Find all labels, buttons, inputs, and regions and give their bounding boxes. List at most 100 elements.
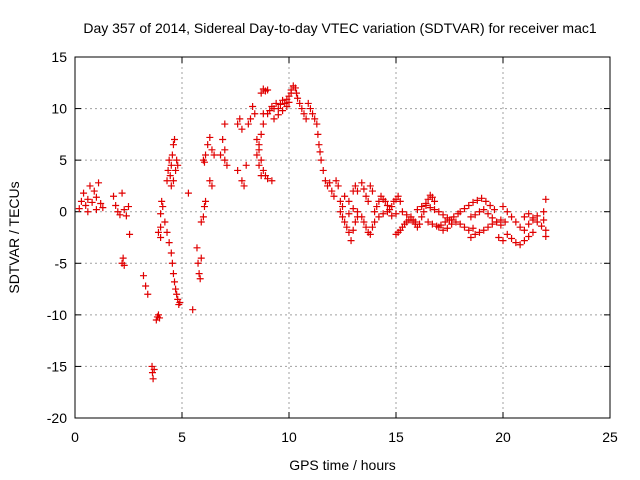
data-point: [238, 125, 246, 133]
data-point: [520, 213, 528, 221]
data-point: [149, 375, 157, 383]
data-point: [253, 151, 261, 159]
data-point: [351, 218, 359, 226]
data-point: [221, 156, 229, 164]
axes: 0 5 10 15 20 25 -20 -15 -10 -5 0 5 10 15: [47, 49, 618, 445]
data-point: [465, 202, 473, 210]
data-point: [84, 195, 92, 203]
data-point: [88, 198, 96, 206]
data-point: [206, 133, 214, 141]
data-point: [317, 156, 325, 164]
data-point: [173, 156, 181, 164]
data-point: [360, 218, 368, 226]
grid: [75, 57, 610, 418]
data-point: [362, 192, 370, 200]
data-point: [202, 151, 210, 159]
data-point: [418, 213, 426, 221]
data-point: [469, 198, 477, 206]
data-point: [520, 226, 528, 234]
data-point: [311, 115, 319, 123]
data-point: [488, 214, 496, 222]
data-point: [392, 210, 400, 218]
data-point: [165, 156, 173, 164]
data-point: [154, 228, 162, 236]
data-point: [540, 208, 548, 216]
data-point: [345, 210, 353, 218]
data-point: [208, 182, 216, 190]
data-point: [82, 202, 90, 210]
data-point: [347, 237, 355, 245]
data-point: [255, 146, 263, 154]
x-tick-label: 15: [388, 429, 404, 445]
data-point: [486, 202, 494, 210]
data-point: [202, 197, 210, 205]
data-point: [242, 161, 250, 169]
y-tick-label: -20: [47, 410, 67, 426]
data-point: [371, 208, 379, 216]
data-point: [488, 220, 496, 228]
x-tick-label: 10: [281, 429, 297, 445]
data-point: [358, 213, 366, 221]
data-point: [166, 172, 174, 180]
data-point: [360, 185, 368, 193]
data-point: [157, 223, 165, 231]
data-point: [246, 115, 254, 123]
data-point: [164, 166, 172, 174]
data-point: [172, 166, 180, 174]
data-point: [475, 228, 483, 236]
data-point: [200, 203, 208, 211]
data-point: [244, 120, 252, 128]
data-point: [268, 177, 276, 185]
data-point: [217, 151, 225, 159]
data-point: [443, 224, 451, 232]
data-point: [249, 103, 257, 111]
data-point: [396, 197, 404, 205]
data-point: [439, 211, 447, 219]
data-point: [276, 100, 284, 108]
data-point: [294, 94, 302, 102]
data-point: [274, 105, 282, 113]
data-point: [315, 141, 323, 149]
data-point: [336, 208, 344, 216]
data-point: [375, 213, 383, 221]
data-point: [159, 203, 167, 211]
data-point: [169, 141, 177, 149]
y-axis-label: SDTVAR / TECUs: [6, 181, 22, 293]
data-point: [353, 208, 361, 216]
data-point: [171, 136, 179, 144]
data-point: [221, 120, 229, 128]
data-point: [86, 182, 94, 190]
data-point: [446, 216, 453, 224]
data-point: [499, 203, 507, 211]
data-point: [319, 166, 327, 174]
data-point: [484, 210, 492, 218]
data-point: [125, 203, 132, 211]
data-point: [460, 205, 468, 213]
data-point: [163, 177, 171, 185]
data-point: [465, 226, 473, 234]
data-point: [120, 206, 128, 214]
data-point: [313, 120, 321, 128]
data-point: [435, 223, 443, 231]
data-point: [206, 177, 214, 185]
data-point: [253, 136, 261, 144]
data-point: [110, 192, 118, 200]
data-point: [200, 158, 208, 166]
data-point: [499, 237, 507, 245]
data-point: [139, 272, 147, 280]
x-tick-label: 25: [602, 429, 618, 445]
data-point: [533, 212, 541, 220]
data-point: [326, 179, 334, 187]
data-point: [165, 239, 173, 247]
data-point: [328, 187, 336, 195]
data-point: [195, 270, 203, 278]
data-point: [197, 254, 205, 262]
data-point: [314, 130, 322, 138]
y-tick-label: -5: [55, 255, 68, 271]
data-point: [272, 99, 280, 107]
data-point: [422, 202, 430, 210]
data-point: [503, 230, 511, 238]
data-point: [219, 136, 227, 144]
data-point: [345, 228, 353, 236]
data-point: [285, 98, 293, 106]
